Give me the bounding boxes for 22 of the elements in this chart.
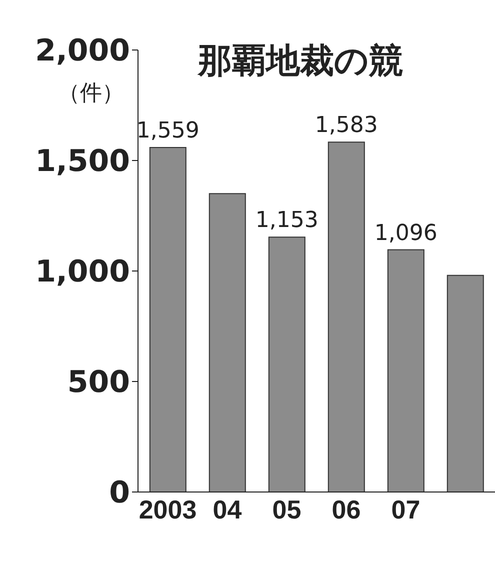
x-tick-label: 04 bbox=[212, 494, 242, 524]
y-tick-label: 0 bbox=[109, 476, 130, 511]
data-label: 1,153 bbox=[255, 208, 318, 234]
bar bbox=[446, 274, 484, 492]
bar bbox=[328, 142, 365, 492]
bar bbox=[208, 193, 246, 492]
y-tick-label: 1,500 bbox=[35, 144, 130, 180]
x-tick-label: 05 bbox=[272, 494, 302, 524]
y-axis-title: （件） bbox=[58, 80, 124, 108]
y-tick-label: 2,000 bbox=[35, 34, 130, 69]
chart-title: 那覇地裁の競 bbox=[198, 40, 403, 83]
x-tick-label: 07 bbox=[391, 494, 420, 524]
x-tick-label: 2003 bbox=[138, 494, 197, 524]
data-label: 1,583 bbox=[314, 113, 378, 138]
bar bbox=[268, 236, 306, 492]
data-label: 1,096 bbox=[374, 220, 438, 246]
y-tick-label: 1,000 bbox=[35, 254, 130, 290]
bar bbox=[149, 146, 186, 492]
y-tick-label: 500 bbox=[67, 365, 130, 400]
data-label: 1,559 bbox=[136, 118, 200, 144]
x-tick-label: 06 bbox=[332, 494, 361, 524]
bar bbox=[387, 249, 424, 492]
